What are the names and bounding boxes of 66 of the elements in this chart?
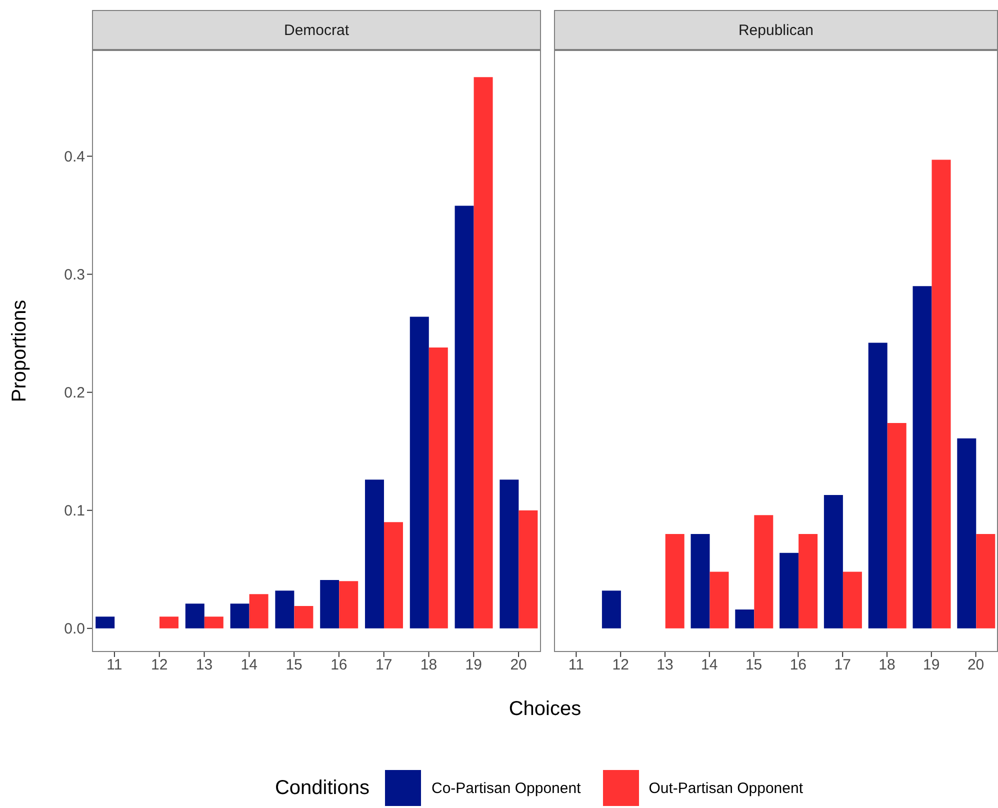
bar — [275, 590, 294, 628]
bar — [428, 347, 448, 628]
x-tick-label: 11 — [568, 656, 584, 674]
x-tick-label: 14 — [240, 656, 258, 674]
x-tick-label: 19 — [923, 656, 940, 674]
bar — [410, 316, 429, 628]
bar — [690, 534, 710, 628]
bar — [518, 510, 538, 628]
bar — [230, 604, 250, 628]
x-tick-label: 15 — [745, 656, 762, 674]
bar — [339, 581, 358, 628]
x-tick-label: 15 — [286, 656, 302, 674]
bar — [912, 286, 932, 628]
bar — [754, 515, 774, 628]
y-tick-label: 0.2 — [64, 384, 85, 402]
bar — [185, 604, 204, 628]
x-tick-label: 19 — [465, 656, 482, 674]
x-tick-label: 18 — [878, 656, 896, 674]
bar — [500, 480, 519, 628]
x-tick-label: 20 — [510, 656, 527, 674]
x-tick-label: 14 — [701, 656, 718, 674]
x-tick-label: 16 — [790, 656, 807, 674]
x-tick-label: 18 — [420, 656, 438, 674]
bar — [665, 534, 684, 628]
bar — [294, 606, 314, 628]
bar — [798, 534, 818, 628]
bar — [824, 495, 843, 628]
bar — [887, 423, 906, 628]
x-axis-title: Choices — [508, 698, 582, 721]
legend-title: Conditions — [274, 776, 370, 800]
bar — [868, 342, 888, 628]
bar — [474, 77, 493, 628]
bar — [249, 594, 268, 628]
x-tick-label: 17 — [376, 656, 392, 674]
chart-title: Republican — [738, 22, 814, 38]
y-tick-label: 0.1 — [64, 502, 85, 520]
bar — [780, 552, 799, 628]
chart-title: Democrat — [284, 22, 350, 38]
bar — [364, 480, 384, 628]
x-tick-label: 12 — [612, 656, 629, 674]
bar — [96, 616, 115, 628]
x-tick-label: 12 — [151, 656, 168, 674]
bar — [320, 580, 340, 628]
bar — [710, 572, 729, 628]
x-tick-label: 16 — [330, 656, 348, 674]
x-tick-label: 17 — [834, 656, 851, 674]
bar — [976, 534, 996, 628]
y-tick-label: 0.0 — [64, 620, 85, 638]
y-tick-label: 0.3 — [64, 266, 85, 284]
bar — [957, 438, 976, 628]
legend-label: Co-Partisan Opponent — [431, 780, 581, 796]
bar — [842, 572, 862, 628]
x-tick-label: 20 — [967, 656, 984, 674]
x-tick-label: 13 — [656, 656, 674, 674]
bar — [454, 206, 474, 628]
bar — [204, 616, 224, 628]
bar — [932, 160, 951, 628]
y-axis-title: Proportions — [8, 300, 32, 402]
bar — [602, 590, 621, 628]
bar — [384, 522, 403, 628]
y-tick-label: 0.4 — [64, 148, 85, 166]
bar — [159, 616, 178, 628]
x-tick-label: 13 — [196, 656, 213, 674]
x-tick-label: 11 — [106, 656, 122, 674]
legend-label: Out-Partisan Opponent — [648, 780, 804, 796]
bar — [735, 610, 754, 628]
